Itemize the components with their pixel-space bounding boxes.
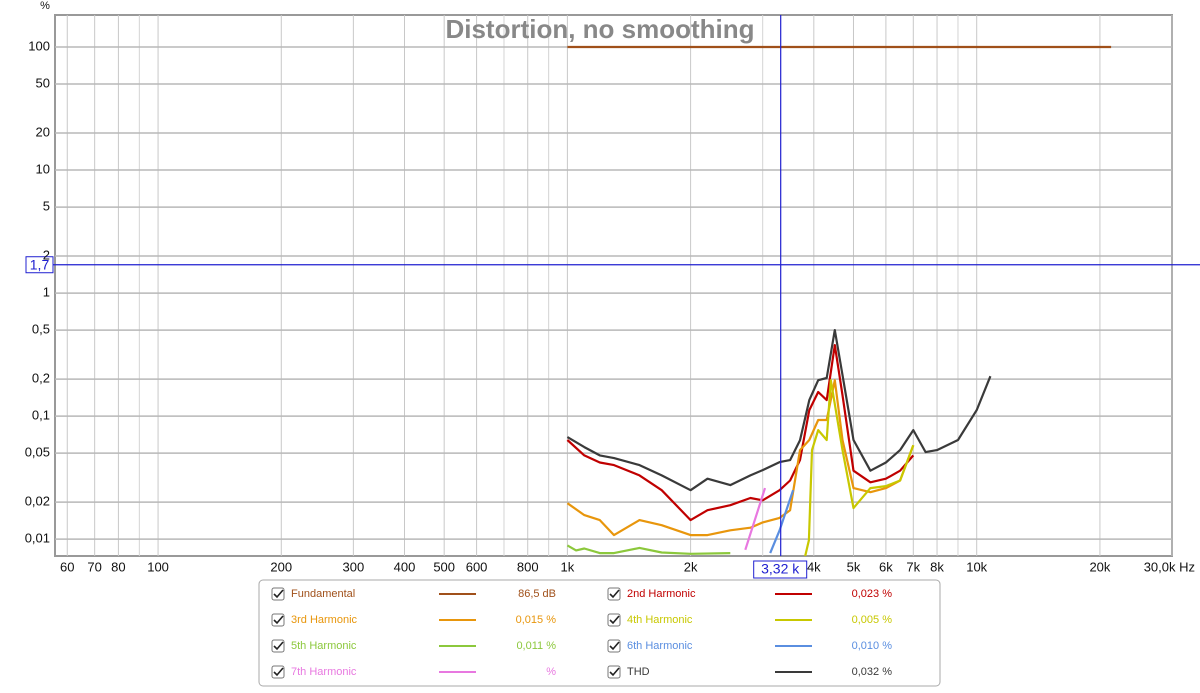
y-tick-label: 5 [43,199,50,214]
legend-value: 0,023 % [852,588,893,600]
legend-entry[interactable]: 2nd Harmonic 0,023 % [607,587,893,601]
series-line [566,344,915,522]
legend-entry[interactable]: 6th Harmonic 0,010 % [607,639,893,653]
y-tick-label: 0,01 [25,531,50,546]
legend-checkmark [609,641,620,651]
y-tick-label: 0,05 [25,445,50,460]
y-tick-label: 0,5 [32,322,50,337]
legend-checkmark [273,589,284,599]
legend-value: % [546,666,556,678]
x-tick-label: 4k [807,559,821,574]
legend-checkbox[interactable] [607,613,621,627]
legend-checkbox[interactable] [271,665,285,679]
chart-title: Distortion, no smoothing [445,14,754,44]
y-unit: % [40,0,50,12]
x-tick-label: 10k [966,559,987,574]
legend-checkbox[interactable] [607,587,621,601]
cursor-x-label: 3,32 k [761,561,800,577]
legend-entry[interactable]: 4th Harmonic 0,005 % [607,613,893,627]
legend-value: 0,011 % [516,640,556,652]
legend-entry[interactable]: THD 0,032 % [607,665,893,679]
x-tick-label: 200 [270,559,292,574]
legend-checkbox[interactable] [607,639,621,653]
legend-entry[interactable]: 3rd Harmonic 0,015 % [271,613,557,627]
grid [55,15,1173,556]
y-tick-label: 10 [36,161,50,176]
legend-value: 0,010 % [852,640,893,652]
legend-name: 5th Harmonic [291,640,357,652]
cursor-y-label: 1,7 [30,256,50,272]
x-tick-label: 6k [879,559,893,574]
x-tick-label: 80 [111,559,125,574]
legend-checkbox[interactable] [271,639,285,653]
series-line [566,329,992,492]
legend-name: 7th Harmonic [291,666,357,678]
x-tick-label: 100 [147,559,169,574]
legend-checkbox[interactable] [607,665,621,679]
x-tick-label: 8k [930,559,944,574]
x-tick-label: 20k [1089,559,1110,574]
x-tick-label: 60 [60,559,74,574]
legend-checkmark [273,615,284,625]
x-tick-label: 800 [517,559,539,574]
legend-name: Fundamental [291,588,355,600]
x-tick-label: 500 [433,559,455,574]
x-tick-label: 600 [466,559,488,574]
x-tick-label: 5k [847,559,861,574]
y-tick-label: 100 [28,38,50,53]
legend-checkmark [609,615,620,625]
x-tick-label: 1k [561,559,575,574]
legend: Fundamental 86,5 dB 2nd Harmonic 0,023 % 3rd… [271,587,893,679]
legend-box [258,579,941,687]
legend-name: 2nd Harmonic [627,588,696,600]
legend-checkbox[interactable] [271,587,285,601]
legend-value: 0,015 % [516,614,557,626]
x-tick-label: 7k [906,559,920,574]
x-tick-label: 70 [87,559,101,574]
cursor-x-label-box [753,560,808,579]
legend-checkmark [273,667,284,677]
legend-checkmark [609,667,620,677]
x-tick-label: 300 [343,559,365,574]
y-tick-label: 0,2 [32,371,50,386]
cursor-y-label-box [25,256,54,274]
legend-checkmark [609,589,620,599]
x-tick-label: 30,0k Hz [1144,559,1195,574]
cursor: 1,7 3,32 k [25,15,1200,579]
legend-entry[interactable]: Fundamental 86,5 dB [271,587,556,601]
y-tick-label: 0,1 [32,408,50,423]
y-tick-label: 0,02 [25,494,50,509]
legend-entry[interactable]: 7th Harmonic% [271,665,556,679]
legend-name: 6th Harmonic [627,640,693,652]
series-line [566,544,731,555]
series-line [769,489,795,554]
legend-name: THD [627,666,650,678]
legend-value: 86,5 dB [518,588,556,600]
x-tick-label: 400 [394,559,416,574]
series [566,45,1112,556]
legend-name: 4th Harmonic [627,614,693,626]
series-line [804,379,915,556]
y-tick-label: 50 [36,75,50,90]
legend-checkmark [273,641,284,651]
y-tick-label: 2 [43,247,50,262]
y-tick-label: 20 [36,124,50,139]
legend-value: 0,032 % [852,666,893,678]
legend-entry[interactable]: 5th Harmonic 0,011 % [271,639,556,653]
y-tick-label: 1 [43,285,50,300]
legend-name: 3rd Harmonic [291,614,358,626]
legend-checkbox[interactable] [271,613,285,627]
series-line [744,487,767,551]
plot-area [54,14,1173,557]
x-tick-label: 2k [684,559,698,574]
legend-value: 0,005 % [852,614,893,626]
